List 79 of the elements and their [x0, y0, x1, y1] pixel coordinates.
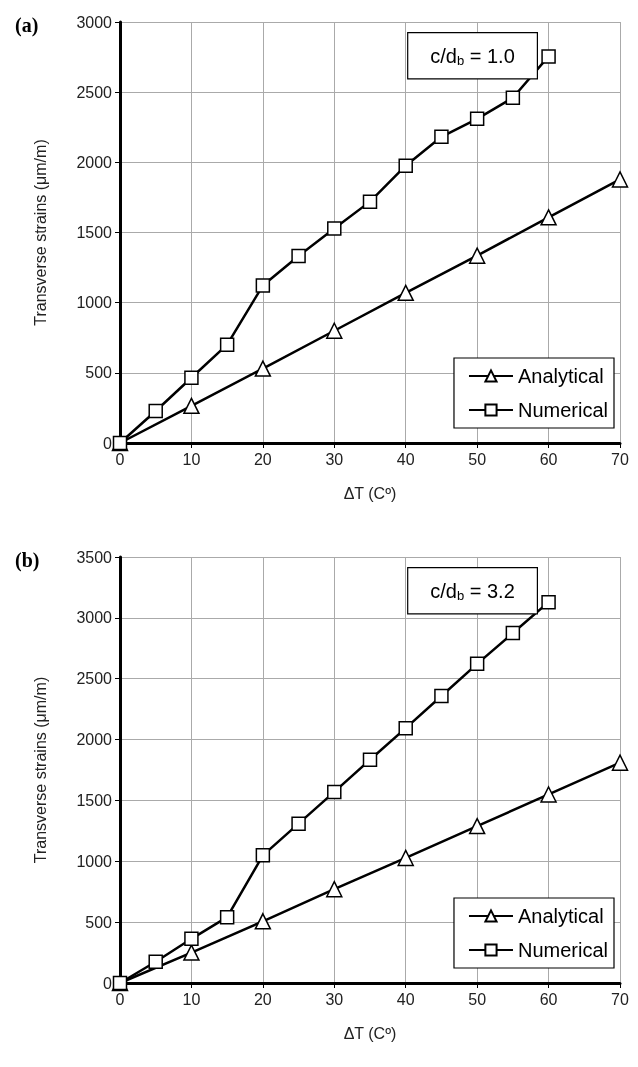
point	[148, 954, 163, 969]
x-tick-label: 30	[325, 450, 344, 468]
x-axis-title: ΔT (Cº)	[343, 1024, 397, 1042]
point	[291, 248, 306, 264]
legend-label: Numerical	[517, 939, 609, 961]
legend-label: Analytical	[517, 365, 604, 387]
point	[468, 247, 486, 264]
y-tick-label: 500	[85, 364, 113, 382]
y-tick-label: 1500	[76, 224, 113, 241]
y-tick-label: 1000	[76, 294, 113, 312]
x-tick-label: 70	[611, 450, 629, 468]
x-tick-label: 20	[253, 450, 272, 468]
x-tick-label: 30	[325, 990, 344, 1008]
point	[254, 360, 272, 377]
point	[362, 194, 378, 209]
point	[362, 752, 378, 768]
y-tick-label: 2500	[76, 83, 113, 101]
y-axis-title: Transverse strains (μm/m)	[31, 139, 49, 326]
point	[148, 403, 163, 419]
point	[219, 909, 235, 925]
x-tick-label: 0	[115, 990, 125, 1008]
y-tick-label: 1500	[76, 791, 113, 809]
point	[326, 880, 343, 898]
point	[254, 913, 272, 930]
y-axis-title: Transverse strains (μm/m)	[31, 676, 49, 864]
point	[505, 625, 521, 641]
point	[540, 209, 557, 226]
x-tick-label: 0	[115, 450, 125, 468]
x-tick-label: 20	[253, 990, 272, 1008]
y-tick-label: 2000	[76, 731, 113, 749]
y-tick-label: 500	[85, 913, 113, 931]
y-tick-label: 2000	[76, 153, 113, 171]
point	[183, 944, 200, 961]
point	[255, 278, 271, 293]
x-tick-label: 50	[468, 450, 487, 468]
point	[397, 849, 414, 867]
x-tick-label: 70	[611, 990, 629, 1008]
y-tick-label: 2500	[76, 670, 113, 688]
x-tick-label: 50	[468, 990, 487, 1008]
point	[327, 221, 342, 236]
point	[398, 720, 413, 736]
y-tick-label: 0	[103, 434, 113, 452]
point	[184, 370, 199, 385]
point	[541, 49, 556, 64]
point	[255, 848, 271, 863]
legend-label: Analytical	[517, 905, 604, 927]
y-tick-label: 1000	[76, 852, 113, 870]
point	[184, 931, 199, 947]
y-tick-label: 3500	[76, 548, 113, 566]
x-tick-label: 10	[182, 450, 201, 468]
point	[291, 816, 306, 831]
y-tick-label: 0	[103, 974, 113, 992]
x-tick-label: 10	[182, 990, 201, 1008]
y-tick-label: 3000	[76, 13, 113, 31]
point	[540, 786, 557, 803]
point	[468, 817, 486, 835]
point	[505, 90, 521, 106]
x-tick-label: 40	[396, 990, 415, 1008]
point	[541, 594, 556, 610]
x-axis-title: ΔT (Cº)	[343, 484, 397, 502]
y-tick-label: 3000	[76, 609, 113, 627]
point	[397, 284, 414, 302]
x-tick-label: 60	[539, 990, 558, 1008]
point	[326, 322, 343, 339]
point	[327, 784, 342, 800]
x-tick-label: 60	[539, 450, 558, 468]
point	[398, 158, 413, 173]
point	[183, 397, 200, 415]
point	[611, 171, 629, 188]
point	[469, 656, 485, 672]
legend-label: Numerical	[517, 399, 609, 421]
point	[611, 754, 629, 771]
point	[434, 129, 449, 145]
point	[219, 337, 235, 352]
x-tick-label: 40	[396, 450, 415, 468]
point	[469, 111, 485, 127]
chart-title: (b)	[15, 549, 40, 572]
chart-title: (a)	[15, 14, 39, 37]
point	[434, 688, 449, 704]
